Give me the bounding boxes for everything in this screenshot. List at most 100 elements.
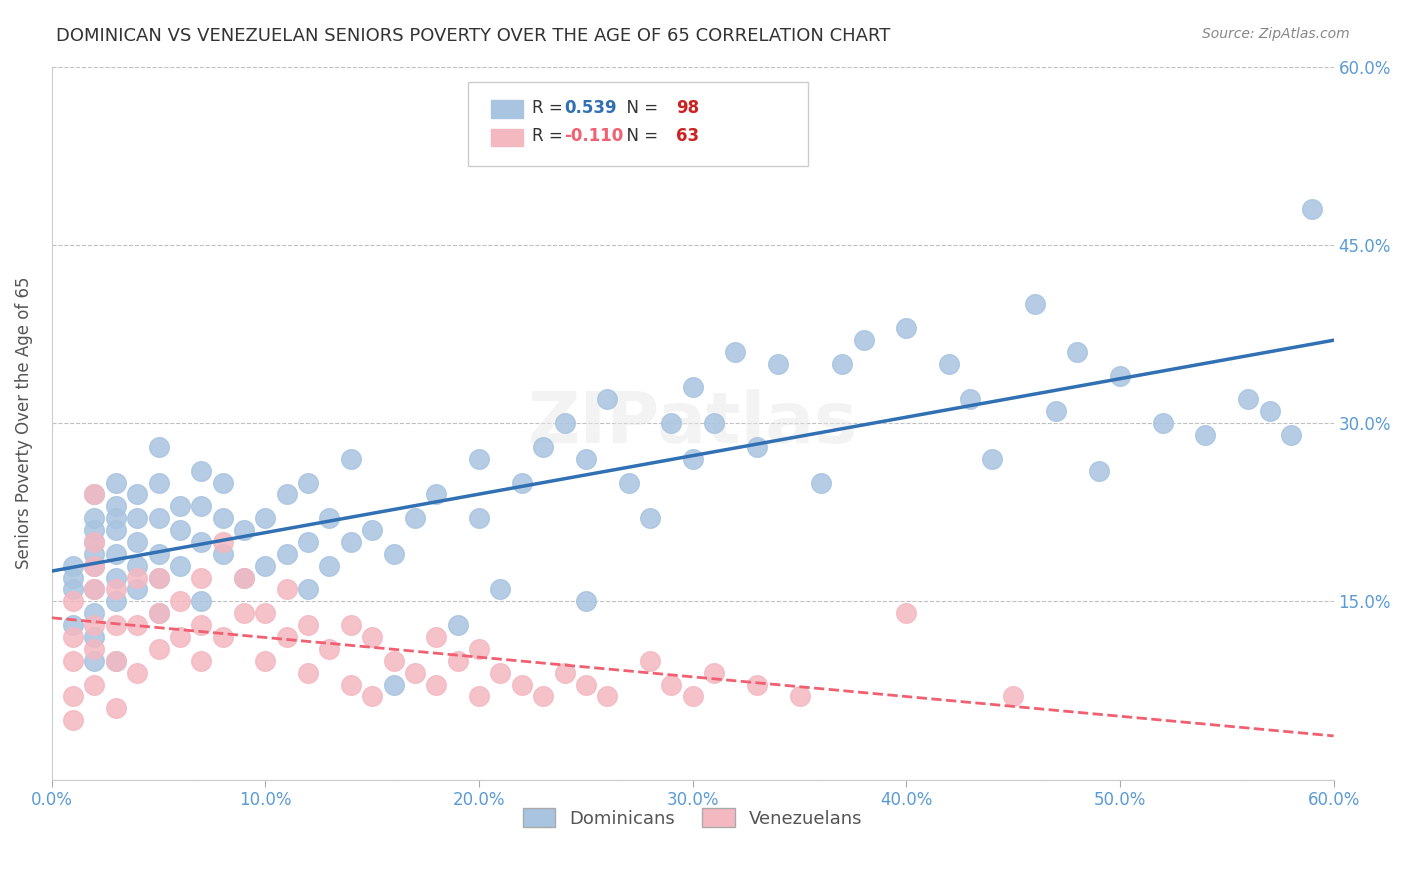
Point: [148, 571, 170, 585]
Point: [83, 677, 105, 691]
Point: [233, 571, 256, 585]
Point: [276, 630, 298, 644]
Point: [127, 511, 149, 525]
Point: [724, 344, 747, 359]
Point: [276, 487, 298, 501]
Point: [83, 487, 105, 501]
Point: [617, 475, 640, 490]
Point: [83, 535, 105, 549]
Point: [575, 677, 598, 691]
Point: [104, 701, 127, 715]
Point: [766, 357, 789, 371]
Point: [127, 487, 149, 501]
Point: [682, 451, 704, 466]
Point: [148, 440, 170, 454]
Point: [489, 582, 512, 597]
Point: [745, 440, 768, 454]
Point: [297, 535, 319, 549]
Point: [340, 618, 363, 632]
Point: [211, 547, 233, 561]
Point: [510, 475, 533, 490]
Point: [745, 677, 768, 691]
Point: [596, 690, 619, 704]
Point: [682, 380, 704, 394]
FancyBboxPatch shape: [492, 100, 523, 118]
Text: 98: 98: [676, 99, 699, 117]
Point: [553, 665, 575, 680]
Point: [638, 511, 661, 525]
Point: [831, 357, 853, 371]
Point: [425, 677, 447, 691]
Point: [468, 451, 491, 466]
Point: [190, 571, 212, 585]
Point: [468, 690, 491, 704]
Point: [1024, 297, 1046, 311]
Point: [62, 571, 84, 585]
Point: [659, 416, 682, 430]
Point: [62, 594, 84, 608]
Point: [83, 535, 105, 549]
Point: [575, 594, 598, 608]
Point: [425, 630, 447, 644]
Point: [211, 475, 233, 490]
Point: [404, 511, 426, 525]
Point: [531, 440, 554, 454]
Point: [382, 677, 405, 691]
Point: [447, 654, 470, 668]
Point: [148, 641, 170, 656]
Point: [938, 357, 960, 371]
Point: [852, 333, 875, 347]
Point: [190, 594, 212, 608]
Point: [148, 606, 170, 620]
Point: [83, 558, 105, 573]
Legend: Dominicans, Venezuelans: Dominicans, Venezuelans: [516, 801, 870, 835]
Text: R =: R =: [533, 128, 568, 145]
FancyBboxPatch shape: [468, 82, 808, 167]
Point: [190, 464, 212, 478]
Y-axis label: Seniors Poverty Over the Age of 65: Seniors Poverty Over the Age of 65: [15, 277, 32, 569]
Point: [254, 558, 277, 573]
Point: [211, 511, 233, 525]
Point: [104, 475, 127, 490]
Point: [233, 571, 256, 585]
Point: [425, 487, 447, 501]
Point: [340, 451, 363, 466]
Point: [148, 606, 170, 620]
Point: [83, 547, 105, 561]
Point: [83, 523, 105, 537]
Point: [83, 558, 105, 573]
Point: [1087, 464, 1109, 478]
Point: [1194, 428, 1216, 442]
Text: 0.539: 0.539: [564, 99, 617, 117]
Point: [127, 558, 149, 573]
Point: [169, 558, 191, 573]
Point: [211, 630, 233, 644]
Point: [703, 665, 725, 680]
Point: [447, 618, 470, 632]
Point: [468, 511, 491, 525]
Point: [190, 618, 212, 632]
Point: [62, 630, 84, 644]
Point: [62, 558, 84, 573]
Point: [127, 665, 149, 680]
Point: [1152, 416, 1174, 430]
Point: [83, 582, 105, 597]
Point: [169, 500, 191, 514]
Point: [62, 582, 84, 597]
Point: [190, 535, 212, 549]
Point: [1066, 344, 1088, 359]
Point: [233, 523, 256, 537]
Point: [318, 511, 340, 525]
Point: [148, 475, 170, 490]
Text: N =: N =: [616, 99, 664, 117]
Point: [254, 606, 277, 620]
Point: [104, 582, 127, 597]
Point: [318, 558, 340, 573]
Point: [62, 690, 84, 704]
Point: [1002, 690, 1025, 704]
Point: [211, 535, 233, 549]
Point: [254, 511, 277, 525]
Point: [382, 654, 405, 668]
Point: [1237, 392, 1260, 407]
Point: [104, 523, 127, 537]
